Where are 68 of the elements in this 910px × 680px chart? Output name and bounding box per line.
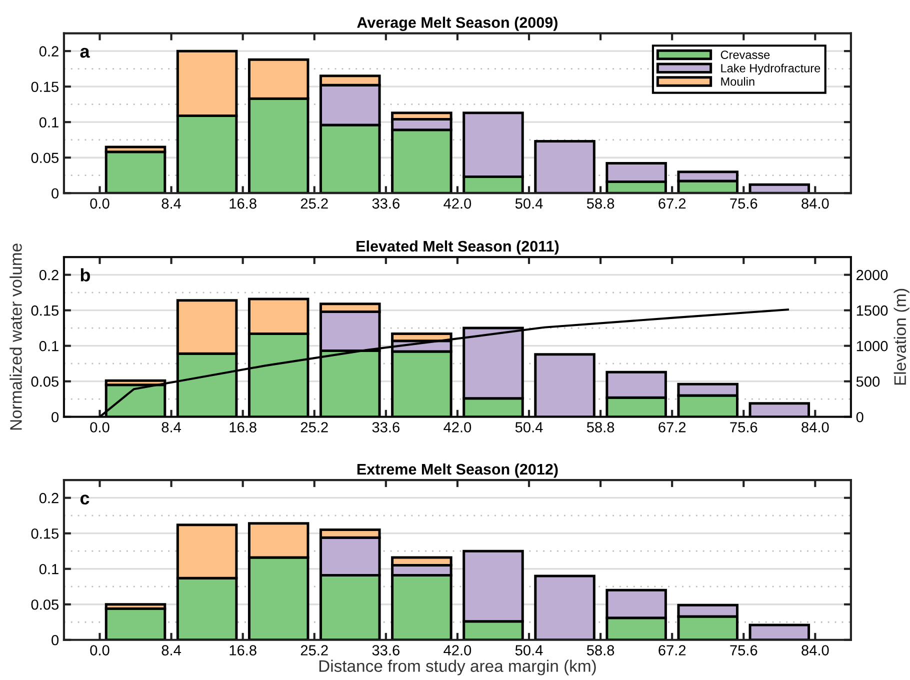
- x-tick-label: 16.8: [230, 645, 256, 656]
- x-tick-label: 0.0: [90, 645, 110, 656]
- x-tick-label: 16.8: [230, 198, 256, 209]
- y2-axis-title: Elevation (m): [894, 288, 910, 385]
- bar: [534, 574, 596, 640]
- bar: [748, 624, 810, 640]
- x-tick-label: 84.0: [802, 645, 829, 656]
- y2-tick-label: 0: [856, 412, 864, 422]
- x-tick-label: 58.8: [586, 422, 614, 432]
- x-tick-label: 42.0: [444, 645, 472, 656]
- bar: [534, 140, 596, 194]
- x-tick-label: 67.2: [658, 198, 686, 209]
- y-tick-label: 0.05: [31, 599, 59, 610]
- annotation: b: [80, 268, 90, 282]
- y-tick-label: 0.1: [39, 564, 58, 574]
- x-tick-label: 67.2: [658, 422, 686, 432]
- legend-label: Lake Hydrofracture: [721, 64, 820, 75]
- chart-title: Elevated Melt Season (2011): [356, 240, 559, 255]
- x-axis-title: Distance from study area margin (km): [319, 660, 596, 676]
- y-tick-label: 0.1: [39, 117, 58, 128]
- y-tick-label: 0.15: [31, 528, 59, 539]
- legend-label: Crevasse: [720, 50, 770, 60]
- chart-title: Extreme Melt Season (2012): [357, 463, 558, 478]
- x-tick-label: 58.8: [586, 645, 614, 656]
- x-tick-label: 25.2: [300, 422, 328, 432]
- x-tick-label: 8.4: [162, 422, 181, 432]
- x-tick-label: 25.2: [300, 645, 328, 656]
- annotation: c: [80, 494, 90, 505]
- legend-label: Moulin: [721, 77, 754, 86]
- y2-tick-label: 500: [856, 376, 880, 387]
- x-tick-label: 42.0: [444, 422, 472, 432]
- annotation: a: [80, 48, 90, 58]
- y-tick-label: 0: [52, 412, 59, 422]
- y-tick-label: 0.2: [39, 270, 58, 280]
- x-tick-label: 42.0: [444, 198, 472, 209]
- x-tick-label: 84.0: [802, 422, 829, 432]
- x-tick-label: 75.6: [730, 645, 758, 656]
- y-tick-label: 0.1: [39, 340, 58, 352]
- x-tick-label: 0.0: [90, 422, 110, 432]
- y-tick-label: 0.05: [31, 152, 59, 164]
- x-tick-label: 25.2: [300, 198, 328, 209]
- x-tick-label: 50.4: [515, 422, 543, 432]
- x-tick-label: 33.6: [372, 198, 400, 209]
- y2-tick-label: 2000: [856, 270, 888, 280]
- x-tick-label: 58.8: [586, 198, 614, 209]
- y-tick-label: 0.2: [39, 46, 58, 57]
- x-tick-label: 50.4: [515, 645, 543, 656]
- x-tick-label: 84.0: [802, 198, 829, 209]
- x-tick-label: 50.4: [515, 198, 543, 209]
- y-tick-label: 0.2: [39, 492, 58, 504]
- y-axis-title: Normalized water volume: [10, 244, 22, 430]
- y2-tick-label: 1000: [856, 340, 888, 352]
- x-tick-label: 8.4: [162, 645, 181, 656]
- x-tick-label: 0.0: [90, 198, 110, 209]
- chart-title: Average Melt Season (2009): [357, 16, 558, 31]
- x-tick-label: 75.6: [730, 198, 758, 209]
- y-tick-label: 0.15: [31, 82, 59, 92]
- x-tick-label: 8.4: [162, 198, 181, 209]
- x-tick-label: 33.6: [372, 422, 400, 432]
- y-tick-label: 0.15: [31, 305, 59, 316]
- x-tick-label: 67.2: [658, 645, 686, 656]
- y2-tick-label: 1500: [856, 305, 888, 316]
- x-tick-label: 33.6: [372, 645, 400, 656]
- x-tick-label: 75.6: [730, 422, 758, 432]
- y-tick-label: 0: [52, 634, 59, 646]
- y-tick-label: 0.05: [31, 376, 59, 387]
- x-tick-label: 16.8: [230, 422, 256, 432]
- y-tick-label: 0: [52, 188, 59, 199]
